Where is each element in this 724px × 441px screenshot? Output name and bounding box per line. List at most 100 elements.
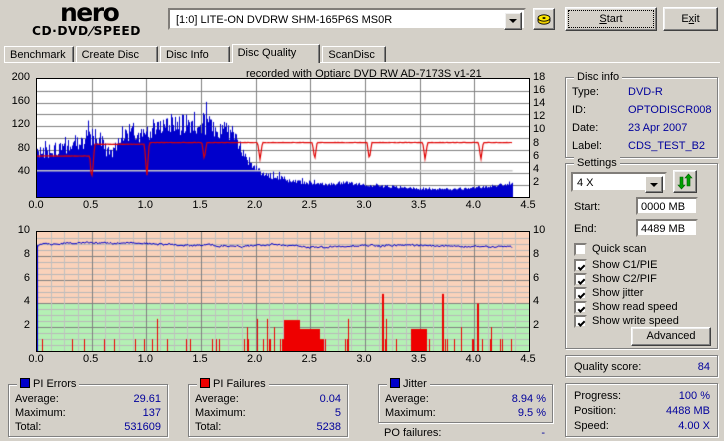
- pi-failures-avg-value: 0.04: [319, 393, 341, 405]
- checkbox-label-show-write-speed: Show write speed: [592, 315, 679, 327]
- checkbox-show-jitter[interactable]: [574, 287, 587, 300]
- y-axis-tick-label: 2: [23, 319, 30, 332]
- y2-axis-tick-label: 6: [533, 149, 540, 162]
- end-position-input[interactable]: 4489 MB: [636, 219, 698, 237]
- y-axis-tick-label: 8: [23, 247, 30, 260]
- progress-value: 100 %: [678, 390, 710, 402]
- y-axis-tick-label: 40: [17, 165, 30, 178]
- disc-id-value: OPTODISCR008: [628, 104, 712, 116]
- x-axis-tick-label: 0.0: [28, 199, 44, 211]
- exit-button-label: Exit: [681, 13, 700, 25]
- pi-failures-total-value: 5238: [316, 421, 341, 433]
- y2-axis-tick-label: 8: [533, 136, 540, 149]
- y2-axis-tick-label: 10: [533, 123, 546, 136]
- start-position-label: Start:: [574, 201, 601, 213]
- scan-speed-value: 4 X: [577, 177, 594, 189]
- x-axis-tick-label: 0.5: [83, 353, 99, 365]
- tab-disc-quality[interactable]: Disc Quality: [231, 44, 321, 63]
- x-axis-tick-label: 3.5: [411, 353, 427, 365]
- settings-title: Settings: [574, 157, 620, 169]
- disc-type-label: Type:: [572, 86, 599, 98]
- pi-errors-total-label: Total:: [15, 421, 42, 433]
- position-value: 4488 MB: [665, 405, 710, 417]
- x-axis-tick-label: 2.0: [247, 199, 263, 211]
- y2-axis-tick-label: 2: [533, 319, 540, 332]
- jitter-color-swatch: [390, 378, 400, 388]
- refresh-button[interactable]: [673, 170, 697, 193]
- pi-errors-avg-label: Average:: [15, 393, 59, 405]
- quality-score-value: 84: [697, 361, 710, 373]
- chevron-down-icon[interactable]: [504, 12, 522, 30]
- x-axis-tick-label: 2.0: [247, 353, 263, 365]
- checkbox-show-c1-pie[interactable]: [574, 259, 587, 272]
- chart-title: recorded with Optiarc DVD RW AD-7173S v1…: [246, 68, 482, 80]
- y2-axis-tick-label: 4: [533, 162, 540, 175]
- y2-axis-tick-label: 14: [533, 97, 546, 110]
- x-axis-tick-label: 4.5: [520, 199, 536, 211]
- disc-label-value: CDS_TEST_B2: [628, 140, 706, 152]
- checkbox-show-read-speed[interactable]: [574, 301, 587, 314]
- y2-axis-tick-label: 2: [533, 175, 540, 188]
- tab-separator: [4, 62, 720, 65]
- eject-disc-icon[interactable]: [533, 8, 555, 30]
- pi-errors-chart: [36, 78, 530, 198]
- pi-failures-stats-label: PI Failures: [213, 378, 266, 390]
- jitter-max-label: Maximum:: [385, 407, 436, 419]
- pi-failures-jitter-chart: [36, 231, 530, 352]
- x-axis-tick-label: 0.0: [28, 353, 44, 365]
- y-axis-tick-label: 200: [11, 71, 30, 83]
- checkbox-label-show-jitter: Show jitter: [592, 287, 644, 299]
- pi-failures-avg-label: Average:: [195, 393, 239, 405]
- start-position-input[interactable]: 0000 MB: [636, 197, 698, 215]
- y2-axis-tick-label: 18: [533, 71, 546, 83]
- end-position-value: 4489 MB: [641, 223, 686, 235]
- x-axis-tick-label: 1.0: [137, 199, 153, 211]
- pi-errors-color-swatch: [20, 378, 30, 388]
- checkbox-show-write-speed[interactable]: [574, 315, 587, 328]
- chevron-down-icon[interactable]: [645, 176, 663, 193]
- start-button-label: Start: [599, 13, 623, 25]
- y2-axis-tick-label: 4: [533, 295, 540, 308]
- jitter-max-value: 9.5 %: [517, 407, 546, 419]
- pi-failures-stats-title: PI Failures: [197, 378, 269, 390]
- po-failures-value: -: [541, 427, 545, 439]
- pi-errors-stats-title: PI Errors: [17, 378, 80, 390]
- start-button-inner: Start: [568, 10, 654, 28]
- jitter-avg-label: Average:: [385, 393, 429, 405]
- y-axis-tick-label: 4: [23, 295, 30, 308]
- scan-speed-select[interactable]: 4 X: [571, 172, 667, 193]
- position-label: Position:: [574, 405, 617, 417]
- exit-button[interactable]: Exit: [663, 7, 718, 31]
- y-axis-tick-label: 6: [23, 271, 30, 284]
- tab-label: Create Disc: [81, 49, 140, 61]
- jitter-avg-value: 8.94 %: [511, 393, 546, 405]
- x-axis-tick-label: 1.5: [192, 199, 208, 211]
- po-failures-label: PO failures:: [384, 427, 442, 439]
- y2-axis-tick-label: 16: [533, 84, 546, 97]
- pi-errors-avg-value: 29.61: [133, 393, 161, 405]
- nero-logo: nero CD·DVD/SPEED: [30, 0, 170, 42]
- checkbox-label-show-read-speed: Show read speed: [592, 301, 678, 313]
- tab-disc-info[interactable]: Disc Info: [160, 46, 230, 63]
- drive-select-value: [1:0] LITE-ON DVDRW SHM-165P6S MS0R: [176, 14, 393, 26]
- checkbox-quick-scan[interactable]: [574, 243, 587, 256]
- tab-create-disc[interactable]: Create Disc: [75, 46, 158, 63]
- disc-info-title: Disc info: [574, 71, 623, 83]
- pi-errors-max-label: Maximum:: [15, 407, 66, 419]
- y2-axis-tick-label: 12: [533, 110, 546, 123]
- tab-benchmark[interactable]: Benchmark: [4, 46, 74, 63]
- advanced-button[interactable]: Advanced: [631, 327, 711, 346]
- x-axis-tick-label: 4.0: [465, 353, 481, 365]
- start-button[interactable]: Start: [565, 7, 657, 31]
- x-axis-tick-label: 3.5: [411, 199, 427, 211]
- progress-box: [565, 383, 718, 437]
- checkbox-show-c2-pif[interactable]: [574, 273, 587, 286]
- logo-nero-text: nero: [60, 0, 120, 27]
- checkbox-label-show-c2-pif: Show C2/PIF: [592, 273, 657, 285]
- x-axis-tick-label: 1.5: [192, 353, 208, 365]
- drive-select[interactable]: [1:0] LITE-ON DVDRW SHM-165P6S MS0R: [168, 8, 526, 30]
- end-position-label: End:: [574, 223, 597, 235]
- disc-label-label: Label:: [572, 140, 602, 152]
- logo-sub-left: CD·DVD: [32, 24, 89, 38]
- tab-scandisc[interactable]: ScanDisc: [322, 46, 386, 63]
